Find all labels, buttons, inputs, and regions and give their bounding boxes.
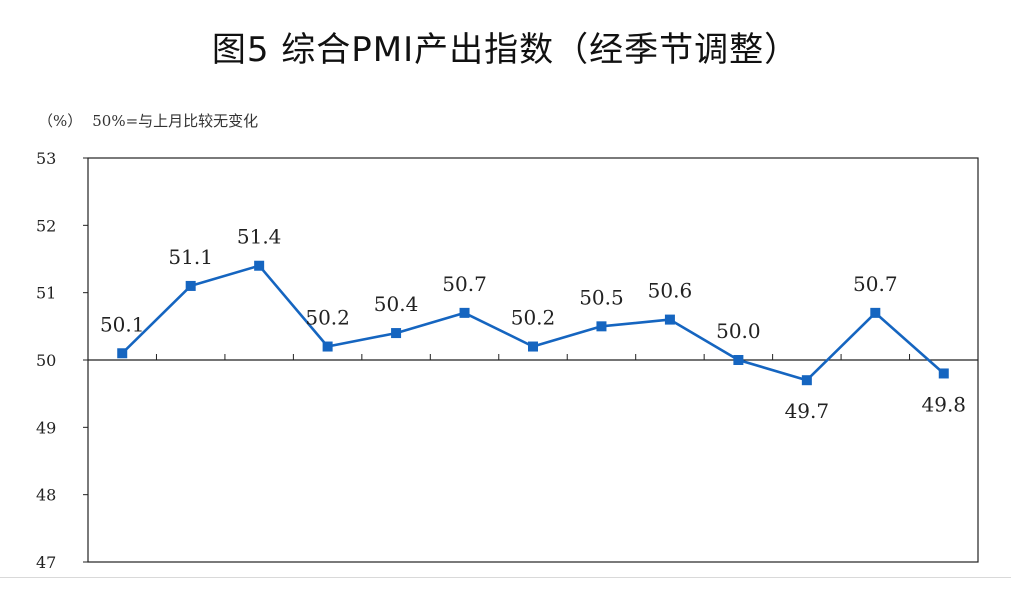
chart-title: 图5 综合PMI产出指数（经季节调整） xyxy=(211,30,800,70)
data-labels: 50.1 51.1 51.4 50.2 50.4 50.7 50.2 50.5 50.6 50.0… xyxy=(100,225,966,423)
series-group xyxy=(117,260,949,386)
data-label: 49.8 xyxy=(922,392,967,416)
data-point xyxy=(801,375,812,386)
data-label: 50.6 xyxy=(648,279,693,303)
data-label: 50.2 xyxy=(511,306,556,330)
unit-note: （%） 50%=与上月比较无变化 xyxy=(38,110,268,131)
unit-label: （%） xyxy=(38,112,83,130)
data-point xyxy=(870,307,881,318)
data-label: 49.7 xyxy=(785,399,830,423)
data-label: 50.7 xyxy=(442,272,487,296)
data-point xyxy=(664,314,675,325)
y-tick-label: 51 xyxy=(36,284,56,303)
bottom-divider xyxy=(0,577,1011,578)
data-label: 50.7 xyxy=(853,272,898,296)
data-point xyxy=(733,355,744,365)
data-label: 51.4 xyxy=(237,225,282,249)
y-tick-label: 50 xyxy=(36,351,56,370)
data-point xyxy=(938,368,949,379)
data-label: 51.1 xyxy=(168,245,213,269)
y-tick-label: 48 xyxy=(36,486,56,505)
y-tick-labels: 53 52 51 50 49 48 47 xyxy=(36,149,56,572)
data-point xyxy=(322,341,333,352)
data-point xyxy=(254,260,265,271)
data-point xyxy=(596,321,607,332)
data-point xyxy=(117,348,128,359)
y-tick-label: 53 xyxy=(36,149,56,168)
y-tick-label: 52 xyxy=(36,216,56,235)
data-label: 50.0 xyxy=(716,319,761,343)
data-label: 50.5 xyxy=(579,285,624,309)
data-point xyxy=(528,341,538,352)
data-label: 50.1 xyxy=(100,312,145,336)
data-point xyxy=(391,328,402,339)
data-point xyxy=(459,307,470,318)
data-point xyxy=(185,280,196,291)
y-tick-label: 49 xyxy=(36,418,56,437)
y-tick-label: 47 xyxy=(36,553,56,572)
axes xyxy=(83,157,979,563)
reference-note: 50%=与上月比较无变化 xyxy=(92,112,259,130)
data-label: 50.2 xyxy=(305,306,350,330)
data-label: 50.4 xyxy=(374,292,419,316)
